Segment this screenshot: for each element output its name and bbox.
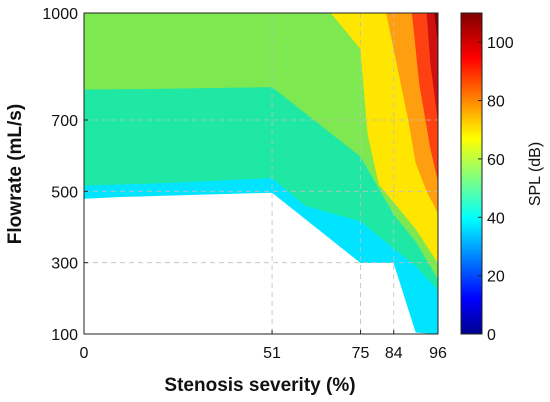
contour-regions <box>84 13 438 334</box>
colorbar-tick-label: 100 <box>487 35 514 52</box>
y-axis-title: Flowrate (mL/s) <box>5 104 26 244</box>
x-tick-label: 51 <box>263 345 281 362</box>
colorbar-tick-label: 60 <box>487 152 505 169</box>
y-tick-label: 1000 <box>42 6 78 23</box>
y-tick-label: 700 <box>51 113 78 130</box>
contour-region-110 <box>433 13 438 42</box>
plot-frame <box>83 12 439 335</box>
contour-region-100 <box>426 13 438 121</box>
y-tick-label: 100 <box>51 327 78 344</box>
x-tick-label: 96 <box>429 345 447 362</box>
x-tick-label: 84 <box>385 345 403 362</box>
y-tick-label: 500 <box>51 184 78 201</box>
colorbar-tick-label: 0 <box>487 327 496 344</box>
colorbar-ticks: 0 20 40 60 80 100 <box>478 35 514 344</box>
colorbar <box>460 12 483 335</box>
grid-lines <box>84 13 438 334</box>
colorbar-tick-label: 40 <box>487 210 505 227</box>
x-axis-title: Stenosis severity (%) <box>164 375 355 396</box>
x-axis-ticks: 0 51 75 84 96 <box>80 330 447 362</box>
x-tick-label: 0 <box>80 345 89 362</box>
x-tick-label: 75 <box>352 345 370 362</box>
colorbar-title: SPL (dB) <box>527 142 544 206</box>
colorbar-tick-label: 20 <box>487 269 505 286</box>
y-tick-label: 300 <box>51 256 78 273</box>
y-axis-ticks: 100 300 500 700 1000 <box>42 6 88 344</box>
colorbar-tick-label: 80 <box>487 94 505 111</box>
